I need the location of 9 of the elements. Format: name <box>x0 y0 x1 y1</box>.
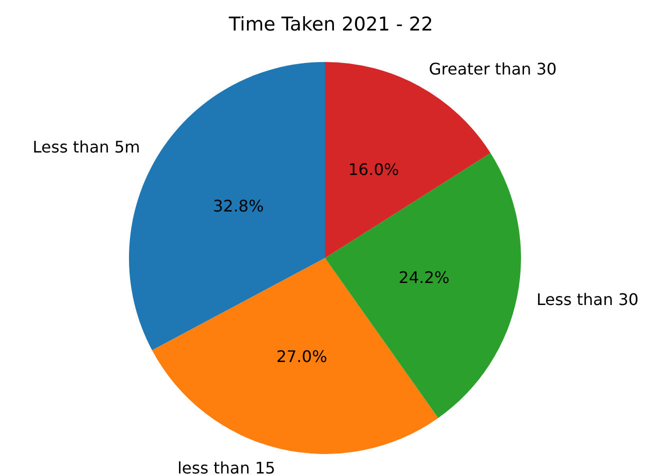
data-label: 16.0% <box>348 160 400 179</box>
slice-label: Less than 30 <box>536 290 639 310</box>
data-label: 24.2% <box>398 268 450 288</box>
slice-label: less than 15 <box>177 458 276 475</box>
chart-title: Time Taken 2021 - 22 <box>228 14 434 36</box>
data-label: 27.0% <box>276 346 328 366</box>
data-label: 32.8% <box>212 196 264 216</box>
slice-label: Less than 5m <box>32 138 140 157</box>
slice-label: Greater than 30 <box>428 60 557 79</box>
